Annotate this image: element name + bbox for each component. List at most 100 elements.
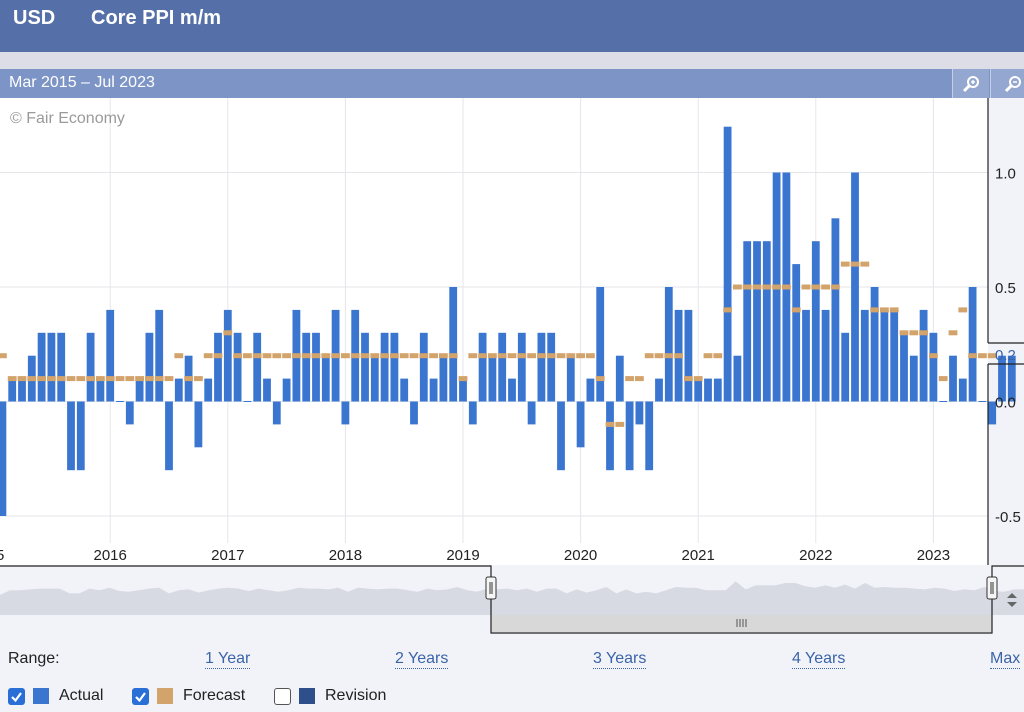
- legend-label-forecast: Forecast: [183, 687, 246, 704]
- forecast-marker: [546, 353, 556, 359]
- forecast-marker: [880, 307, 889, 313]
- range-1-year-button[interactable]: 1 Year: [205, 650, 251, 669]
- x-tick-label: 2020: [564, 547, 597, 564]
- forecast-marker: [399, 353, 409, 359]
- forecast-marker: [135, 376, 144, 382]
- actual-bar: [919, 309, 928, 402]
- forecast-marker: [311, 353, 321, 359]
- actual-bar: [557, 401, 565, 471]
- actual-bar: [282, 378, 291, 402]
- actual-bar: [968, 287, 977, 402]
- actual-bar: [439, 355, 448, 402]
- forecast-marker: [644, 353, 654, 359]
- forecast-marker: [488, 353, 497, 359]
- checkbox-forecast[interactable]: [132, 687, 149, 705]
- zoom-out-button[interactable]: [990, 69, 1024, 98]
- navigator-scroll-arrows-icon[interactable]: [1007, 593, 1017, 607]
- forecast-marker: [448, 353, 458, 359]
- actual-bar: [606, 401, 614, 471]
- forecast-marker: [958, 307, 968, 313]
- forecast-marker: [625, 376, 634, 382]
- forecast-marker: [154, 376, 164, 382]
- forecast-marker: [439, 353, 448, 359]
- forecast-marker: [566, 353, 576, 359]
- checkbox-revision[interactable]: [274, 687, 291, 705]
- range-4-years-button[interactable]: 4 Years: [792, 650, 846, 669]
- navigator-left-handle[interactable]: [485, 576, 497, 600]
- actual-bar: [410, 401, 418, 425]
- forecast-marker: [635, 376, 644, 382]
- legend-item-actual[interactable]: Actual: [8, 684, 103, 708]
- plot-background: [0, 98, 988, 565]
- forecast-marker: [184, 376, 193, 382]
- forecast-marker: [537, 353, 546, 359]
- x-tick-label-partial: 5: [0, 547, 4, 564]
- forecast-marker: [145, 376, 154, 382]
- forecast-marker: [86, 376, 95, 382]
- range-3-years-button[interactable]: 3 Years: [593, 650, 647, 669]
- legend-label-actual: Actual: [59, 687, 104, 704]
- actual-bar: [18, 378, 26, 402]
- forecast-marker: [7, 376, 17, 382]
- forecast-marker: [105, 376, 115, 382]
- forecast-marker: [370, 353, 380, 359]
- swatch-forecast: [157, 688, 173, 704]
- forecast-marker: [860, 261, 870, 267]
- actual-bar: [155, 309, 164, 402]
- forecast-marker: [37, 376, 46, 382]
- forecast-marker: [684, 376, 693, 382]
- actual-bar: [272, 401, 281, 425]
- range-label: Range:: [8, 650, 60, 667]
- forecast-marker: [213, 353, 223, 359]
- actual-bar: [802, 309, 810, 402]
- forecast-marker: [772, 284, 781, 290]
- forecast-marker: [47, 376, 56, 382]
- forecast-marker: [870, 307, 879, 313]
- forecast-marker: [782, 284, 791, 290]
- navigator-scrollbar[interactable]: [491, 615, 992, 632]
- forecast-marker: [811, 284, 821, 290]
- forecast-marker: [723, 307, 732, 313]
- actual-bar: [762, 241, 771, 402]
- actual-bar: [341, 401, 350, 425]
- actual-bar: [753, 241, 761, 402]
- actual-bar: [86, 332, 95, 402]
- range-2-years-button[interactable]: 2 Years: [395, 650, 449, 669]
- navigator-right-handle[interactable]: [986, 576, 998, 600]
- forecast-marker: [742, 284, 752, 290]
- forecast-marker: [968, 353, 977, 359]
- actual-bar: [998, 355, 1006, 402]
- range-max-button[interactable]: Max: [990, 650, 1021, 669]
- navigator[interactable]: [0, 565, 1024, 635]
- forecast-marker: [733, 284, 742, 290]
- actual-bar: [37, 332, 46, 402]
- x-tick-label: 2019: [446, 547, 479, 564]
- forecast-marker: [174, 353, 184, 359]
- forecast-marker: [889, 307, 899, 313]
- actual-bar: [713, 378, 722, 402]
- forecast-marker: [576, 353, 585, 359]
- forecast-marker: [752, 284, 762, 290]
- actual-bar: [400, 378, 409, 402]
- header-bar: USD Core PPI m/m: [0, 0, 1024, 52]
- checkbox-actual[interactable]: [8, 687, 25, 705]
- date-range-label: Mar 2015 – Jul 2023: [9, 74, 155, 91]
- forecast-marker: [899, 330, 909, 336]
- forecast-marker: [262, 353, 272, 359]
- legend-item-revision[interactable]: Revision: [274, 684, 386, 708]
- forecast-marker: [497, 353, 507, 359]
- forecast-marker: [282, 353, 291, 359]
- actual-bar: [909, 355, 918, 402]
- actual-bar: [508, 378, 516, 402]
- actual-bar: [47, 332, 56, 402]
- zoom-in-button[interactable]: [952, 69, 989, 98]
- swatch-actual: [33, 688, 49, 704]
- actual-bar: [694, 378, 703, 402]
- actual-bar: [547, 332, 556, 402]
- forecast-marker: [840, 261, 850, 267]
- legend-item-forecast[interactable]: Forecast: [132, 684, 245, 708]
- forecast-marker: [203, 353, 213, 359]
- last-value-label: 0.2: [995, 347, 1016, 364]
- actual-bar: [125, 401, 134, 425]
- forecast-marker: [527, 353, 536, 359]
